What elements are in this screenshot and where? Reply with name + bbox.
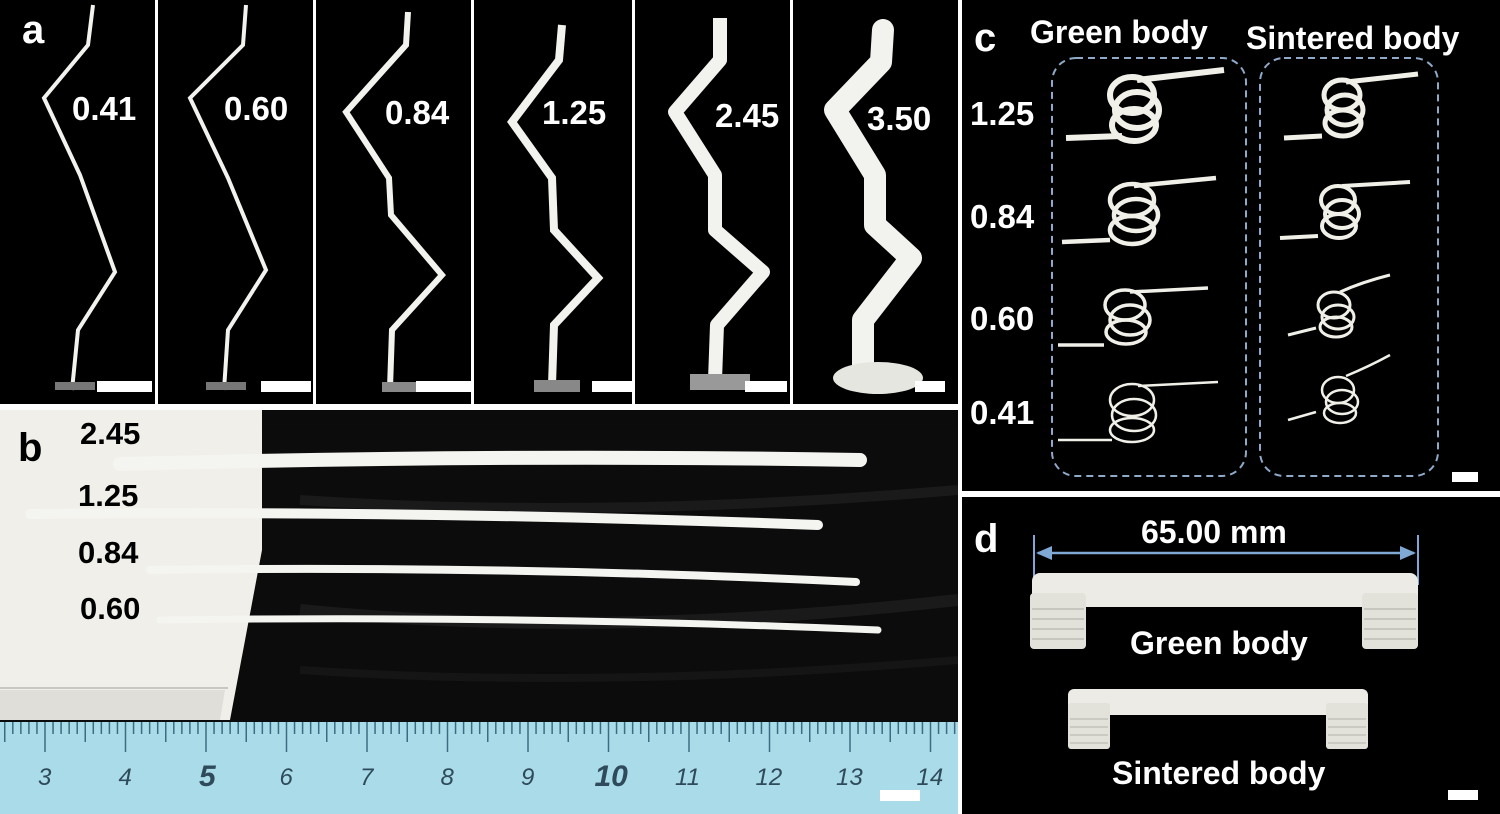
diameter-label: 0.60 [970, 300, 1035, 337]
diameter-label: 2.45 [715, 97, 780, 134]
spring-coils-photo [1051, 57, 1439, 477]
ruler-number: 10 [594, 760, 628, 793]
zigzag-filament [668, 18, 770, 390]
diameter-label: 0.60 [80, 591, 141, 626]
zigzag-filament [187, 4, 269, 391]
bridge-parts-photo [1030, 535, 1419, 749]
sintered-body-label: Sintered body [1112, 755, 1326, 791]
ruler-number: 13 [836, 764, 863, 791]
diameter-label: 0.41 [72, 90, 137, 127]
ruler-number: 6 [279, 764, 293, 791]
dimension-label: 65.00 mm [1141, 514, 1287, 550]
diameter-label: 2.45 [80, 416, 141, 451]
diameter-label: 1.25 [542, 94, 607, 131]
ruler-number: 14 [916, 764, 944, 791]
panel-label-c: c [974, 16, 997, 60]
scale-bar [1448, 790, 1478, 800]
scale-bar [915, 381, 945, 392]
ruler-number: 12 [755, 764, 783, 791]
diameter-label: 0.84 [970, 198, 1035, 235]
panel-a-sample-1: 0.41 [0, 0, 155, 404]
diameter-label: 0.84 [385, 94, 450, 131]
panel-a: 0.41 0.60 0.84 1.25 2.45 [0, 0, 958, 404]
green-body-title: Green body [1030, 14, 1208, 50]
zigzag-filament [41, 4, 118, 391]
panel-label-a: a [22, 8, 45, 52]
ruler-number: 9 [521, 764, 535, 791]
zigzag-filament [824, 19, 923, 394]
diameter-label: 0.60 [224, 90, 289, 127]
ruler-number: 8 [440, 764, 454, 791]
scale-bar [880, 790, 920, 801]
scale-bar [97, 381, 152, 392]
panel-a-sample-6: 3.50 [793, 0, 958, 404]
panel-b: 2.45 1.25 0.84 0.60 3 4 5 6 7 8 9 10 11 12 13 14 b [0, 410, 958, 814]
scale-bar [416, 381, 471, 392]
panel-a-sample-3: 0.84 [316, 0, 471, 404]
panel-d: 65.00 mm Green body Sintered body d [962, 497, 1500, 814]
scale-bar [1452, 472, 1478, 482]
scale-bar [745, 381, 787, 392]
scale-bar [261, 381, 311, 392]
diameter-label: 1.25 [970, 95, 1035, 132]
sintered-body-title: Sintered body [1246, 20, 1460, 56]
ruler-number: 11 [675, 764, 700, 791]
zigzag-filament [507, 24, 604, 392]
panel-label-d: d [974, 517, 999, 561]
diameter-label: 0.84 [78, 535, 139, 570]
scale-bar [592, 381, 632, 392]
panel-a-sample-5: 2.45 [635, 0, 790, 404]
panel-a-sample-2: 0.60 [158, 0, 313, 404]
ruler-number: 5 [199, 760, 216, 793]
diameter-label: 1.25 [78, 478, 139, 513]
extruded-rods-photo [0, 410, 958, 814]
green-body-label: Green body [1130, 625, 1308, 661]
ruler-number: 7 [360, 764, 374, 791]
diameter-label: 3.50 [867, 100, 932, 137]
zigzag-filament [342, 11, 446, 392]
panel-a-sample-4: 1.25 [474, 0, 632, 404]
ruler-number: 3 [38, 764, 52, 791]
panel-label-b: b [18, 426, 43, 470]
panel-c: Green body Sintered body 1.25 0.84 0.60 … [962, 0, 1500, 491]
diameter-label: 0.41 [970, 394, 1035, 431]
ruler-number: 4 [118, 764, 132, 791]
